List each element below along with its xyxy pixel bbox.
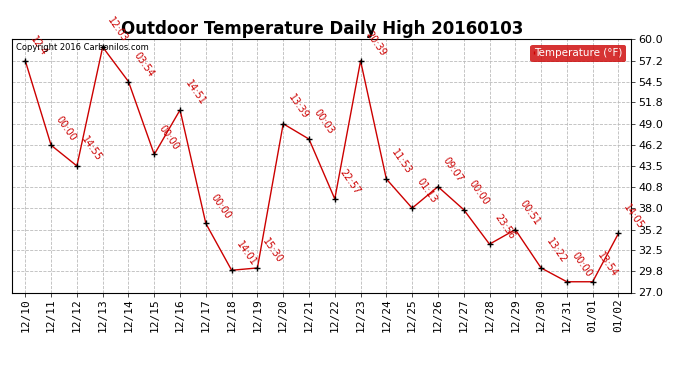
Text: 14:51: 14:51 (183, 79, 207, 107)
Text: 00:00: 00:00 (54, 114, 78, 142)
Text: 13:22: 13:22 (544, 237, 568, 265)
Text: 15:30: 15:30 (260, 237, 284, 265)
Text: 22:57: 22:57 (337, 167, 362, 196)
Text: 01:13: 01:13 (415, 177, 439, 206)
Text: 00:00: 00:00 (208, 192, 233, 221)
Text: 03:54: 03:54 (131, 50, 155, 79)
Text: 23:56: 23:56 (492, 213, 517, 242)
Text: 12:4: 12:4 (28, 34, 49, 58)
Text: 00:00: 00:00 (466, 178, 491, 207)
Text: 00:03: 00:03 (312, 108, 336, 136)
Text: 09:07: 09:07 (441, 155, 465, 184)
Text: 14:55: 14:55 (79, 135, 104, 163)
Text: 00:00: 00:00 (570, 251, 594, 279)
Text: 20:39: 20:39 (364, 30, 388, 58)
Text: Copyright 2016 Carbonilos.com: Copyright 2016 Carbonilos.com (15, 43, 148, 52)
Text: 00:51: 00:51 (518, 198, 542, 227)
Text: 11:53: 11:53 (389, 148, 413, 176)
Legend: Temperature (°F): Temperature (°F) (531, 45, 626, 62)
Text: 13:39: 13:39 (286, 93, 310, 121)
Text: 12:03: 12:03 (106, 16, 130, 44)
Text: 00:00: 00:00 (157, 123, 181, 152)
Text: 14:05: 14:05 (621, 202, 645, 231)
Text: 13:54: 13:54 (595, 251, 620, 279)
Title: Outdoor Temperature Daily High 20160103: Outdoor Temperature Daily High 20160103 (121, 20, 523, 38)
Text: 14:01: 14:01 (235, 239, 259, 267)
